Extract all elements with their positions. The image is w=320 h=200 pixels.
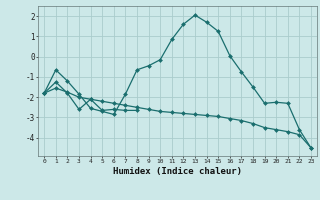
X-axis label: Humidex (Indice chaleur): Humidex (Indice chaleur)	[113, 167, 242, 176]
